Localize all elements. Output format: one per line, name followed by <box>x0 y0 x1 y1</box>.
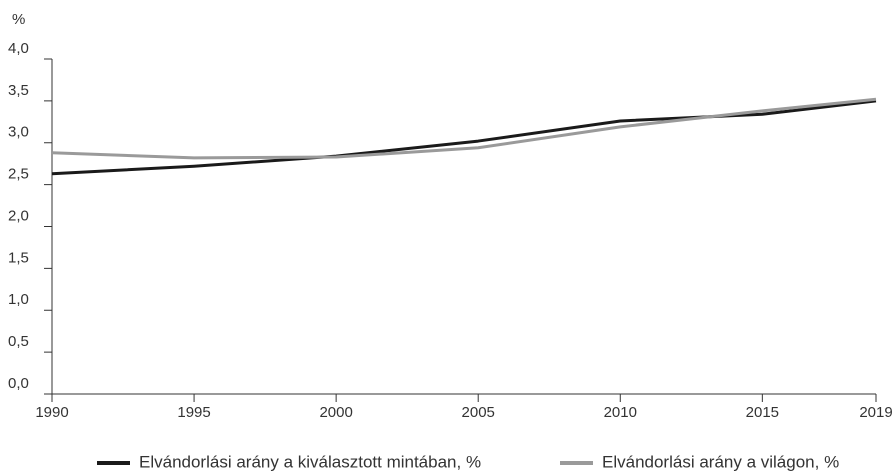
y-tick-label: 3,0 <box>8 124 29 141</box>
y-tick-label: 2,0 <box>8 207 29 224</box>
y-axis-label: % <box>12 11 25 28</box>
y-tick-label: 0,0 <box>8 375 29 392</box>
x-tick-label: 1995 <box>177 404 210 421</box>
x-tick-label: 2000 <box>319 404 352 421</box>
y-tick-label: 3,5 <box>8 82 29 99</box>
x-tick-label: 2005 <box>462 404 495 421</box>
x-tick-label: 2010 <box>604 404 637 421</box>
y-tick-label: 1,0 <box>8 291 29 308</box>
x-tick-label: 2019 <box>859 404 892 421</box>
x-tick-label: 1990 <box>35 404 68 421</box>
x-tick-label: 2015 <box>746 404 779 421</box>
legend-label: Elvándorlási arány a kiválasztott mintáb… <box>139 452 481 471</box>
y-tick-label: 0,5 <box>8 333 29 350</box>
legend-label: Elvándorlási arány a világon, % <box>602 452 839 471</box>
y-tick-label: 2,5 <box>8 166 29 183</box>
series-line <box>51 97 877 160</box>
series-line <box>51 99 877 176</box>
y-tick-label: 4,0 <box>8 40 29 57</box>
y-tick-label: 1,5 <box>8 249 29 266</box>
